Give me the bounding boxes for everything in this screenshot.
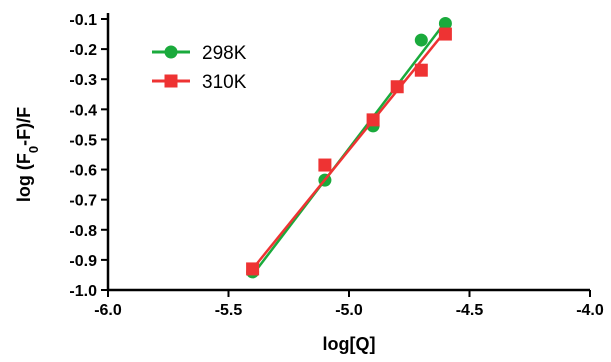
- data-point-310K: [414, 63, 428, 77]
- legend: 298K 310K: [152, 43, 247, 93]
- y-tick-label: -0.8: [69, 223, 97, 240]
- data-point-310K: [390, 80, 404, 94]
- legend-label: 298K: [202, 43, 247, 64]
- y-tick-label: -0.9: [69, 253, 97, 270]
- fit-line-310K: [251, 30, 447, 270]
- y-axis-title-post: -F)/F: [14, 107, 34, 146]
- y-tick-label: -1.0: [69, 283, 97, 300]
- x-tick-label: -6.0: [94, 302, 122, 319]
- y-axis-title-sub: 0: [26, 146, 41, 153]
- data-point-298K: [438, 17, 452, 31]
- data-point-310K: [246, 262, 260, 276]
- x-axis-title: log[Q]: [323, 334, 376, 354]
- series-layer: [246, 17, 452, 279]
- y-tick-label: -0.5: [69, 132, 97, 149]
- legend-marker: [164, 74, 178, 88]
- y-tick-label: -0.4: [69, 102, 97, 119]
- y-tick-label: -0.7: [69, 193, 97, 210]
- data-point-298K: [414, 33, 428, 47]
- legend-label: 310K: [202, 72, 247, 93]
- axes: -6.0 -5.5 -5.0 -4.5 -4.0 -0.1 -0.2 -0.3 -0.4 -0.5…: [69, 12, 603, 319]
- y-tick-label: -0.1: [69, 12, 97, 29]
- series-310K: [246, 27, 452, 276]
- x-tick-label: -4.0: [576, 302, 604, 319]
- data-point-310K: [318, 158, 332, 172]
- x-tick-label: -4.5: [456, 302, 484, 319]
- y-axis-title-pre: log (F: [14, 153, 34, 202]
- legend-item-298K: 298K: [152, 43, 247, 64]
- x-tick-label: -5.5: [215, 302, 243, 319]
- legend-item-310K: 310K: [152, 72, 247, 93]
- data-point-310K: [366, 113, 380, 127]
- data-point-310K: [438, 27, 452, 41]
- legend-marker: [164, 45, 178, 59]
- y-tick-label: -0.3: [69, 72, 97, 89]
- y-tick-label: -0.6: [69, 163, 97, 180]
- y-axis-title: log (F0-F)/F: [14, 107, 41, 202]
- y-tick-label: -0.2: [69, 42, 97, 59]
- x-tick-label: -5.0: [335, 302, 363, 319]
